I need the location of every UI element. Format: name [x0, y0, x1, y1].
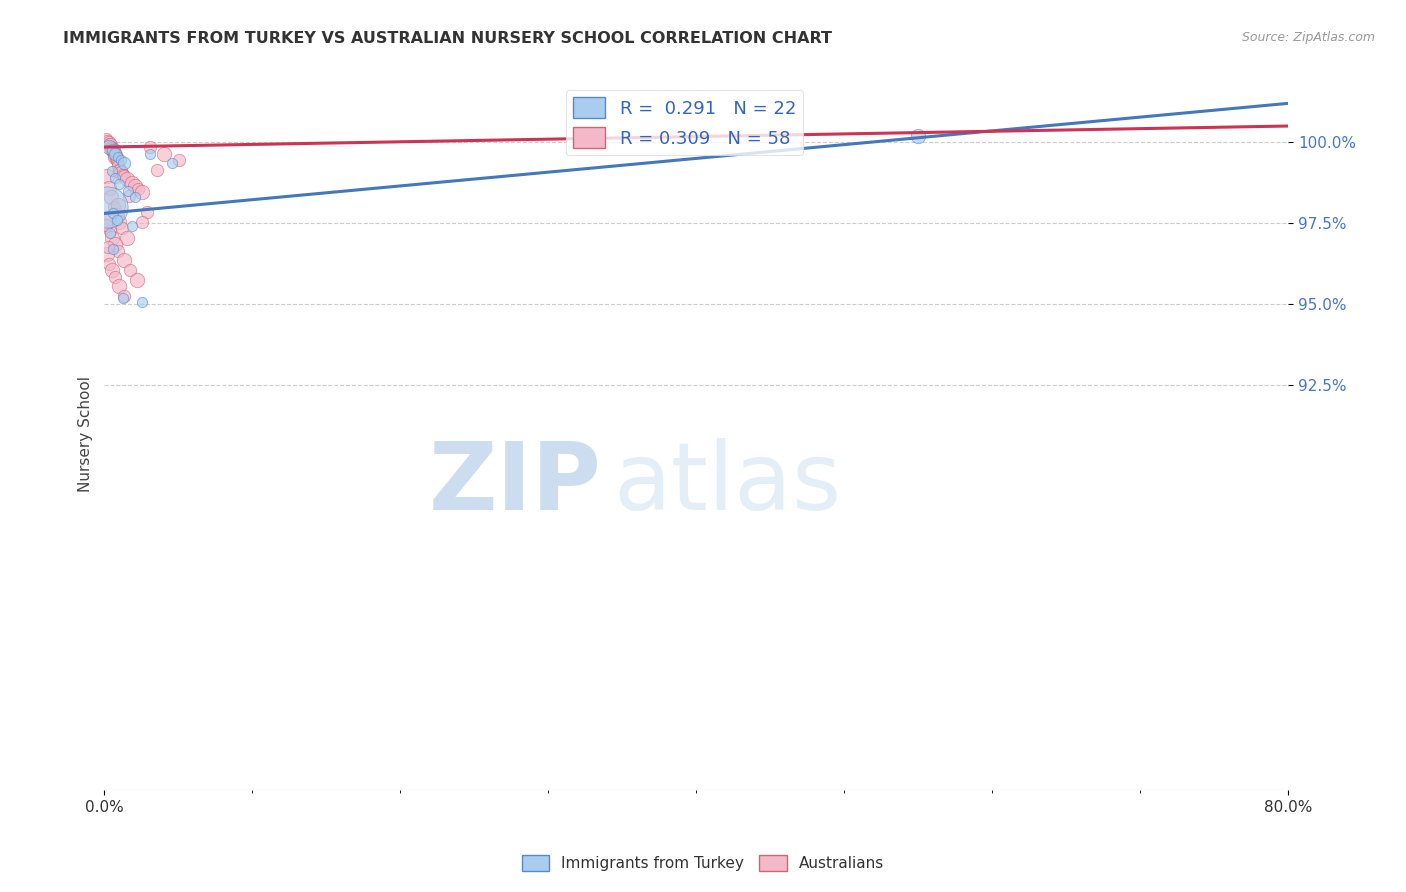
Point [98, 138, 121, 153]
Point [103, 200, 125, 214]
Point [111, 291, 134, 305]
Point [138, 140, 160, 154]
Point [97, 180, 120, 194]
Point [104, 146, 127, 161]
Point [105, 153, 128, 167]
Point [111, 221, 134, 235]
Point [100, 190, 122, 204]
Point [121, 176, 143, 190]
Y-axis label: Nursery School: Nursery School [79, 376, 93, 491]
Point [100, 140, 122, 154]
Point [103, 145, 125, 159]
Point [127, 273, 149, 287]
Point [117, 184, 139, 198]
Point [107, 160, 129, 174]
Point [101, 263, 124, 277]
Point [139, 146, 162, 161]
Point [104, 150, 127, 164]
Point [112, 289, 135, 303]
Point [101, 164, 124, 178]
Point [94, 132, 117, 146]
Point [101, 242, 124, 256]
Point [110, 166, 132, 180]
Point [101, 143, 124, 157]
Point [111, 168, 134, 182]
Point [112, 156, 135, 170]
Point [115, 231, 138, 245]
Point [108, 178, 131, 192]
Point [108, 279, 131, 293]
Text: atlas: atlas [613, 437, 842, 530]
Point [118, 263, 141, 277]
Point [105, 208, 128, 222]
Point [127, 182, 149, 196]
Point [104, 237, 127, 252]
Point [101, 206, 124, 220]
Point [124, 178, 146, 193]
Point [96, 169, 118, 184]
Text: IMMIGRANTS FROM TURKEY VS AUSTRALIAN NURSERY SCHOOL CORRELATION CHART: IMMIGRANTS FROM TURKEY VS AUSTRALIAN NUR… [63, 31, 832, 46]
Point [117, 172, 139, 186]
Point [131, 295, 153, 310]
Point [97, 240, 120, 254]
Point [97, 135, 120, 149]
Point [110, 153, 132, 167]
Legend: Immigrants from Turkey, Australians: Immigrants from Turkey, Australians [516, 849, 890, 877]
Point [96, 218, 118, 232]
Point [98, 136, 121, 151]
Point [112, 169, 135, 184]
Point [101, 142, 124, 156]
Point [107, 156, 129, 170]
Point [135, 204, 157, 219]
Point [162, 156, 184, 170]
Point [124, 190, 146, 204]
Point [101, 231, 124, 245]
Point [104, 148, 127, 162]
Point [97, 140, 120, 154]
Text: ZIP: ZIP [429, 437, 602, 530]
Point [907, 128, 929, 143]
Point [104, 170, 127, 185]
Point [98, 224, 121, 238]
Point [105, 213, 128, 227]
Point [98, 257, 121, 271]
Point [107, 198, 129, 212]
Text: Source: ZipAtlas.com: Source: ZipAtlas.com [1241, 31, 1375, 45]
Point [107, 244, 129, 258]
Point [167, 153, 190, 167]
Point [118, 188, 141, 202]
Point [97, 211, 120, 226]
Point [96, 247, 118, 261]
Point [108, 162, 131, 177]
Point [108, 214, 131, 228]
Point [112, 253, 135, 268]
Point [103, 146, 125, 161]
Point [131, 214, 153, 228]
Point [105, 152, 128, 166]
Legend: R =  0.291   N = 22, R = 0.309   N = 58: R = 0.291 N = 22, R = 0.309 N = 58 [565, 90, 803, 155]
Point [101, 143, 124, 157]
Point [121, 219, 143, 234]
Point [104, 269, 127, 284]
Point [107, 150, 129, 164]
Point [108, 164, 131, 178]
Point [96, 200, 118, 214]
Point [146, 162, 169, 177]
Point [153, 146, 176, 161]
Point [96, 134, 118, 148]
Point [98, 226, 121, 240]
Point [131, 186, 153, 200]
